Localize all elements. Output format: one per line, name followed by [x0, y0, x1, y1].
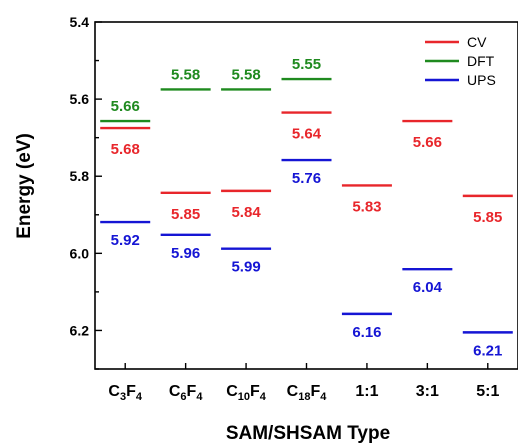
y-tick-label: 5.6 [70, 91, 90, 107]
data-label: 5.68 [111, 141, 140, 158]
plot-area [95, 22, 518, 369]
x-tick-label: 3:1 [416, 383, 439, 400]
x-tick-label: 1:1 [355, 383, 378, 400]
data-label: 5.92 [111, 232, 140, 249]
data-label: 5.84 [231, 204, 261, 221]
data-label: 5.58 [231, 66, 260, 83]
plot-background [95, 22, 518, 369]
data-label: 5.58 [171, 66, 200, 83]
data-label: 5.76 [292, 170, 321, 187]
data-label: 6.16 [352, 324, 381, 341]
data-label: 5.66 [111, 98, 140, 115]
data-label: 5.83 [352, 198, 381, 215]
data-label: 6.21 [473, 342, 502, 359]
chart-marks: 5.68 5.85 5.84 5.64 5.83 5.66 5.85 5.66 5.58 5.58… [100, 56, 513, 359]
x-tick-label: C10F4 [226, 383, 267, 403]
y-axis-label: Energy (eV) [14, 133, 35, 239]
x-tick-label: 5:1 [476, 383, 499, 400]
y-tick-label: 5.4 [70, 14, 90, 30]
y-tick-label: 6.0 [70, 245, 90, 261]
legend-label: CV [467, 34, 487, 50]
x-tick-label: C18F4 [287, 383, 328, 403]
data-label: 5.66 [413, 134, 442, 151]
legend-label: DFT [467, 53, 495, 69]
x-tick-label: C3F4 [108, 383, 142, 403]
data-label: 5.99 [231, 259, 260, 276]
data-label: 6.04 [413, 279, 443, 296]
x-axis-label: SAM/SHSAM Type [226, 423, 390, 444]
y-tick-label: 5.8 [70, 168, 90, 184]
legend: CV DFT UPS [425, 34, 496, 88]
data-label: 5.85 [171, 206, 200, 223]
legend-label: UPS [467, 72, 496, 88]
y-tick-label: 6.2 [70, 322, 90, 338]
chart-axes: 5.4 5.6 5.8 6.0 6.2 C3F4 C6F4 C10F4 C18F4 1:1 3:1 5… [70, 14, 518, 403]
data-label: 5.55 [292, 56, 321, 73]
data-label: 5.96 [171, 245, 200, 262]
data-label: 5.64 [292, 126, 322, 143]
x-tick-label: C6F4 [169, 383, 203, 403]
data-label: 5.85 [473, 209, 502, 226]
